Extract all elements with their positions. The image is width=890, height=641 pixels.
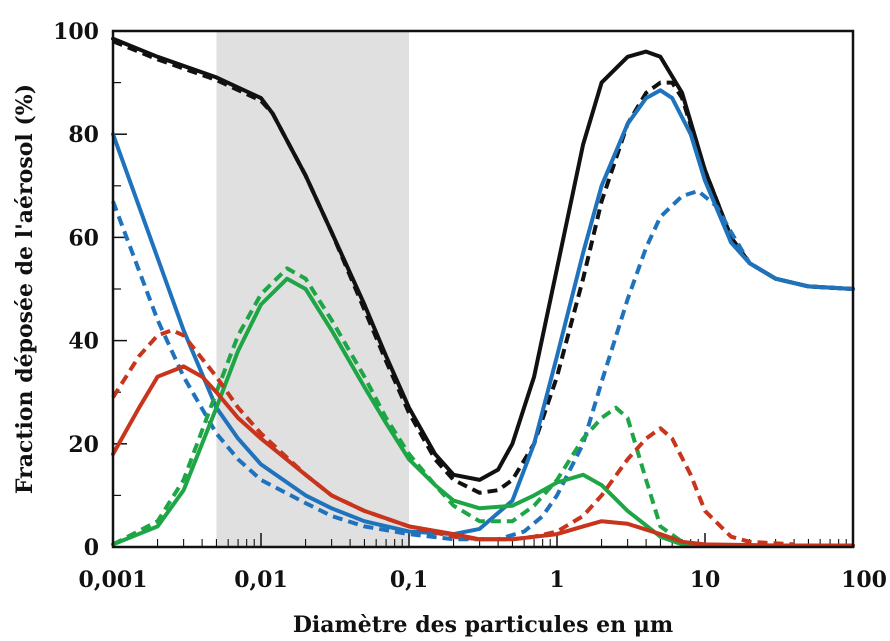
series-line-7	[111, 364, 855, 548]
y-tick-label: 20	[68, 432, 99, 458]
y-tick-label: 0	[84, 535, 99, 561]
x-tick-label: 0,1	[390, 567, 428, 593]
series-line-4	[111, 189, 854, 542]
x-tick-label: 0,01	[234, 567, 288, 593]
y-tick-label: 100	[53, 19, 99, 45]
y-tick-label: 80	[68, 122, 99, 148]
series-line-2	[112, 39, 854, 495]
y-tick-label: 60	[68, 225, 99, 251]
plot-frame	[111, 29, 855, 549]
x-tick-label: 10	[690, 567, 721, 593]
series-line-5	[111, 276, 855, 548]
y-axis-title: Fraction déposée de l'aérosol (%)	[12, 84, 38, 494]
x-tick-label: 1	[549, 567, 564, 593]
series-line-3	[111, 88, 855, 537]
series-line-6	[112, 266, 853, 548]
series-line-1	[111, 36, 855, 482]
x-axis-title: Diamètre des particules en μm	[293, 612, 673, 638]
x-tick-label: 100	[841, 567, 887, 593]
x-tick-label: 0,001	[79, 567, 148, 593]
series-line-8	[111, 328, 795, 547]
y-tick-label: 40	[68, 329, 99, 355]
